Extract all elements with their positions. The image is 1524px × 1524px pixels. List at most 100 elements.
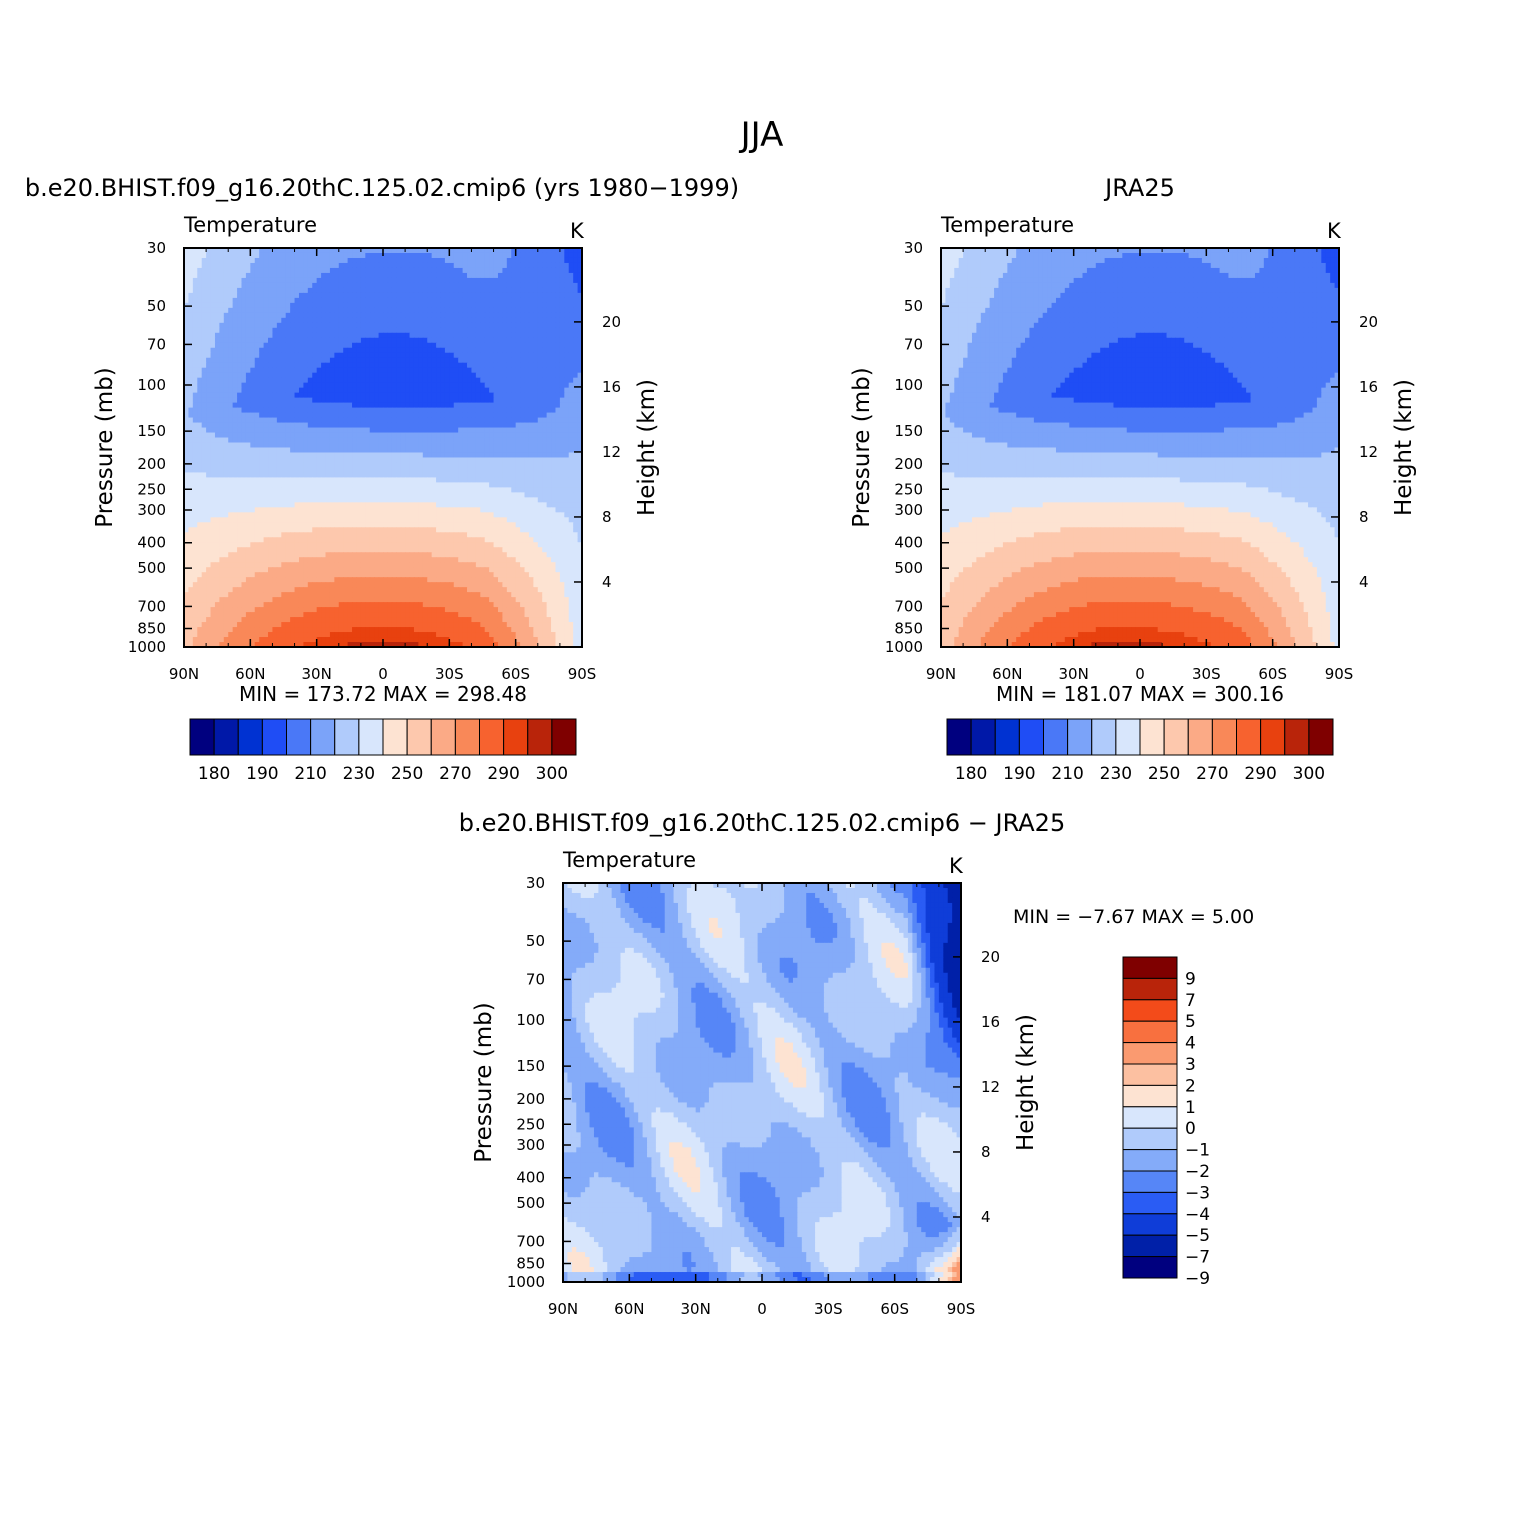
units-string: K xyxy=(949,854,964,878)
colorbar-label: 0 xyxy=(1185,1119,1196,1139)
colorbar-label: 180 xyxy=(955,764,987,784)
colorbar-swatch xyxy=(1122,1191,1178,1215)
y-tick-label: 100 xyxy=(894,376,923,394)
y-axis-title: Pressure (mb) xyxy=(849,367,875,527)
colorbar-label: −7 xyxy=(1185,1248,1210,1268)
y-tick-label: 500 xyxy=(137,559,166,577)
colorbar-label: 1 xyxy=(1185,1098,1196,1118)
x-tick-label: 30N xyxy=(681,1300,711,1318)
right-tick-label: 16 xyxy=(1359,378,1378,396)
colorbar-swatch xyxy=(382,718,408,756)
right-tick-label: 20 xyxy=(602,313,621,331)
y-tick-label: 30 xyxy=(147,239,166,257)
x-tick-label: 30N xyxy=(1059,665,1089,683)
y-tick-label: 500 xyxy=(894,559,923,577)
colorbar-label: 290 xyxy=(1244,764,1276,784)
x-tick-label: 90S xyxy=(947,1300,976,1318)
right-tick-label: 8 xyxy=(981,1143,991,1161)
x-tick-label: 30N xyxy=(302,665,332,683)
colorbar-swatch xyxy=(358,718,384,756)
right-tick-label: 16 xyxy=(981,1013,1000,1031)
x-tick-label: 60S xyxy=(1258,665,1287,683)
colorbar-swatch xyxy=(1122,1149,1178,1172)
y-axis-title: Pressure (mb) xyxy=(92,367,118,527)
colorbar-label: −2 xyxy=(1185,1162,1210,1182)
colorbar-swatch xyxy=(1122,977,1178,1001)
min-max-text: MIN = −7.67 MAX = 5.00 xyxy=(1013,906,1254,928)
colorbar-label: 4 xyxy=(1185,1034,1196,1054)
y-tick-label: 700 xyxy=(894,597,923,615)
colorbar-label: 230 xyxy=(1100,764,1132,784)
y-tick-label: 200 xyxy=(137,455,166,473)
y-tick-label: 70 xyxy=(147,335,166,353)
y-tick-label: 1000 xyxy=(885,638,923,656)
colorbar-swatch xyxy=(527,718,553,756)
colorbar-label: 180 xyxy=(198,764,230,784)
y-tick-label: 250 xyxy=(516,1115,545,1133)
colorbar-label: 300 xyxy=(1293,764,1325,784)
y-axis-title: Pressure (mb) xyxy=(471,1002,497,1162)
colorbar-label: 210 xyxy=(1051,764,1083,784)
left-string: Temperature xyxy=(940,213,1074,237)
colorbar-label: −9 xyxy=(1185,1269,1210,1289)
colorbar-label: 290 xyxy=(487,764,519,784)
colorbar-swatch xyxy=(1067,718,1093,756)
x-tick-label: 60N xyxy=(992,665,1022,683)
x-tick-label: 60N xyxy=(235,665,265,683)
y-tick-label: 30 xyxy=(526,874,545,892)
figure-title: JJA xyxy=(739,115,784,155)
y-tick-label: 100 xyxy=(516,1011,545,1029)
colorbar-swatch xyxy=(1122,1234,1178,1258)
colorbar-swatch xyxy=(286,718,312,756)
colorbar-label: 300 xyxy=(536,764,568,784)
x-tick-label: 30S xyxy=(814,1300,843,1318)
colorbar-swatch xyxy=(237,718,263,756)
panel-title: b.e20.BHIST.f09_g16.20thC.125.02.cmip6 −… xyxy=(459,809,1065,837)
colorbar-swatch xyxy=(1018,718,1044,756)
colorbar-label: 270 xyxy=(1196,764,1228,784)
right-tick-label: 20 xyxy=(1359,313,1378,331)
colorbar-label: 190 xyxy=(1003,764,1035,784)
colorbar-label: 3 xyxy=(1185,1055,1196,1075)
y-tick-label: 150 xyxy=(137,422,166,440)
colorbar-label: 210 xyxy=(294,764,326,784)
contour-field xyxy=(184,248,583,648)
colorbar-label: −5 xyxy=(1185,1226,1210,1246)
right-tick-label: 8 xyxy=(602,508,612,526)
right-tick-label: 20 xyxy=(981,948,1000,966)
contour-field xyxy=(941,248,1340,648)
y-tick-label: 850 xyxy=(137,620,166,638)
x-tick-label: 60S xyxy=(880,1300,909,1318)
colorbar-label: 250 xyxy=(1148,764,1180,784)
colorbar-swatch xyxy=(970,718,996,756)
colorbar-swatch xyxy=(1091,718,1117,756)
colorbar-label: 270 xyxy=(439,764,471,784)
y-tick-label: 400 xyxy=(894,534,923,552)
colorbar-label: 5 xyxy=(1185,1012,1196,1032)
colorbar-swatch xyxy=(430,718,456,756)
colorbar-swatch xyxy=(189,718,215,756)
y-tick-label: 700 xyxy=(137,597,166,615)
min-max-text: MIN = 173.72 MAX = 298.48 xyxy=(239,682,527,706)
panel-difference-temperature: b.e20.BHIST.f09_g16.20thC.125.02.cmip6 −… xyxy=(459,809,1254,1318)
colorbar-swatch xyxy=(1122,1256,1178,1279)
colorbar-swatch xyxy=(1163,718,1189,756)
colorbar-swatch xyxy=(406,718,432,756)
units-string: K xyxy=(1327,219,1342,243)
y-tick-label: 1000 xyxy=(128,638,166,656)
y-tick-label: 250 xyxy=(137,480,166,498)
right-axis-title: Height (km) xyxy=(634,379,660,516)
panel-title: JRA25 xyxy=(1103,174,1175,202)
y-tick-label: 250 xyxy=(894,480,923,498)
y-tick-label: 200 xyxy=(516,1090,545,1108)
colorbar-label: 230 xyxy=(343,764,375,784)
panel-title: b.e20.BHIST.f09_g16.20thC.125.02.cmip6 (… xyxy=(25,174,739,202)
colorbar-label: 190 xyxy=(246,764,278,784)
colorbar-swatch xyxy=(1122,1042,1178,1065)
colorbar-swatch xyxy=(994,718,1020,756)
colorbar-swatch xyxy=(1122,956,1178,979)
y-tick-label: 150 xyxy=(516,1057,545,1075)
colorbar-label: 250 xyxy=(391,764,423,784)
x-tick-label: 0 xyxy=(378,665,388,683)
